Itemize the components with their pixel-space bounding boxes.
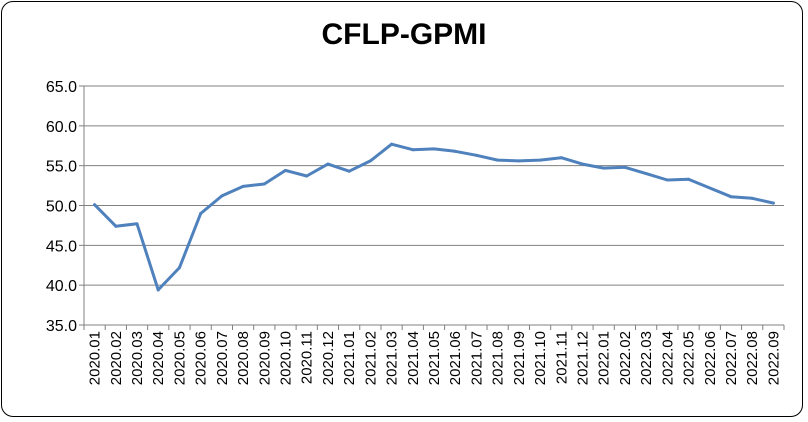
y-tick-label: 35.0 — [46, 318, 77, 335]
x-tick-label: 2021.02 — [362, 331, 379, 385]
x-tick-label: 2020.09 — [256, 331, 273, 385]
data-point — [390, 142, 394, 146]
x-tick-label: 2020.04 — [150, 331, 167, 385]
data-point — [241, 184, 245, 188]
chart-title: CFLP-GPMI — [321, 18, 487, 51]
x-tick-label: 2022.08 — [744, 331, 761, 385]
x-tick-label: 2020.02 — [108, 331, 125, 385]
data-point — [305, 174, 309, 178]
x-tick-label: 2021.01 — [341, 331, 358, 385]
x-tick-label: 2021.03 — [384, 331, 401, 385]
axes — [79, 85, 785, 330]
x-tick-label: 2020.10 — [278, 331, 295, 385]
x-tick-label: 2020.01 — [87, 331, 104, 385]
data-point — [687, 177, 691, 181]
data-point — [708, 186, 712, 190]
data-point — [559, 156, 563, 160]
x-tick-label: 2022.07 — [723, 331, 740, 385]
data-point — [199, 211, 203, 215]
data-point — [580, 162, 584, 166]
x-tick-label: 2021.11 — [553, 331, 570, 384]
x-tick-label: 2020.08 — [235, 331, 252, 385]
y-tick-label: 40.0 — [46, 278, 77, 295]
data-point — [453, 149, 457, 153]
x-tick-label: 2021.07 — [468, 331, 485, 385]
gridlines — [84, 85, 784, 286]
x-tick-label: 2021.12 — [574, 331, 591, 385]
x-tick-label: 2021.08 — [490, 331, 507, 385]
data-point — [156, 288, 160, 292]
x-tick-label: 2020.03 — [129, 331, 146, 385]
y-tick-label: 65.0 — [46, 79, 77, 96]
x-tick-label: 2020.12 — [320, 331, 337, 385]
x-tick-label: 2022.02 — [617, 331, 634, 385]
x-tick-label: 2022.01 — [596, 331, 613, 385]
data-point — [771, 201, 775, 205]
x-tick-label: 2020.06 — [193, 331, 210, 385]
data-point — [432, 147, 436, 151]
data-point — [602, 166, 606, 170]
data-point — [220, 194, 224, 198]
data-point — [347, 169, 351, 173]
data-point — [326, 162, 330, 166]
x-tick-label: 2020.05 — [171, 331, 188, 385]
data-point — [368, 159, 372, 163]
data-point — [644, 172, 648, 176]
data-point — [538, 158, 542, 162]
data-point — [177, 266, 181, 270]
y-tick-label: 45.0 — [46, 238, 77, 255]
x-tick-label: 2022.05 — [681, 331, 698, 385]
x-tick-label: 2020.11 — [299, 331, 316, 384]
data-point — [114, 224, 118, 228]
x-tick-label: 2021.04 — [405, 331, 422, 385]
x-tick-label: 2021.05 — [426, 331, 443, 385]
y-tick-label: 55.0 — [46, 159, 77, 176]
x-tick-label: 2021.06 — [447, 331, 464, 385]
series-layer — [93, 142, 775, 292]
data-point — [93, 203, 97, 207]
x-tick-labels: 2020.01 2020.02 2020.03 2020.04 2020.05 2020.… — [87, 331, 783, 385]
data-point — [262, 182, 266, 186]
x-tick-label: 2021.09 — [511, 331, 528, 385]
data-point — [665, 178, 669, 182]
data-point — [750, 196, 754, 200]
y-tick-label: 50.0 — [46, 199, 77, 216]
data-point — [517, 159, 521, 163]
data-point — [284, 168, 288, 172]
chart-frame — [1, 1, 803, 417]
x-tick-label: 2022.04 — [659, 331, 676, 385]
x-tick-label: 2022.06 — [702, 331, 719, 385]
x-tick-label: 2022.03 — [638, 331, 655, 385]
x-tick-label: 2020.07 — [214, 331, 231, 385]
data-point — [496, 158, 500, 162]
data-point — [411, 148, 415, 152]
data-point — [729, 195, 733, 199]
y-tick-label: 60.0 — [46, 119, 77, 136]
data-point — [623, 165, 627, 169]
x-tick-label: 2022.09 — [765, 331, 782, 385]
y-tick-labels: 35.0 40.0 45.0 50.0 55.0 60.0 65.0 — [46, 79, 77, 335]
x-tick-label: 2021.10 — [532, 331, 549, 385]
data-point — [135, 222, 139, 226]
data-point — [474, 153, 478, 157]
